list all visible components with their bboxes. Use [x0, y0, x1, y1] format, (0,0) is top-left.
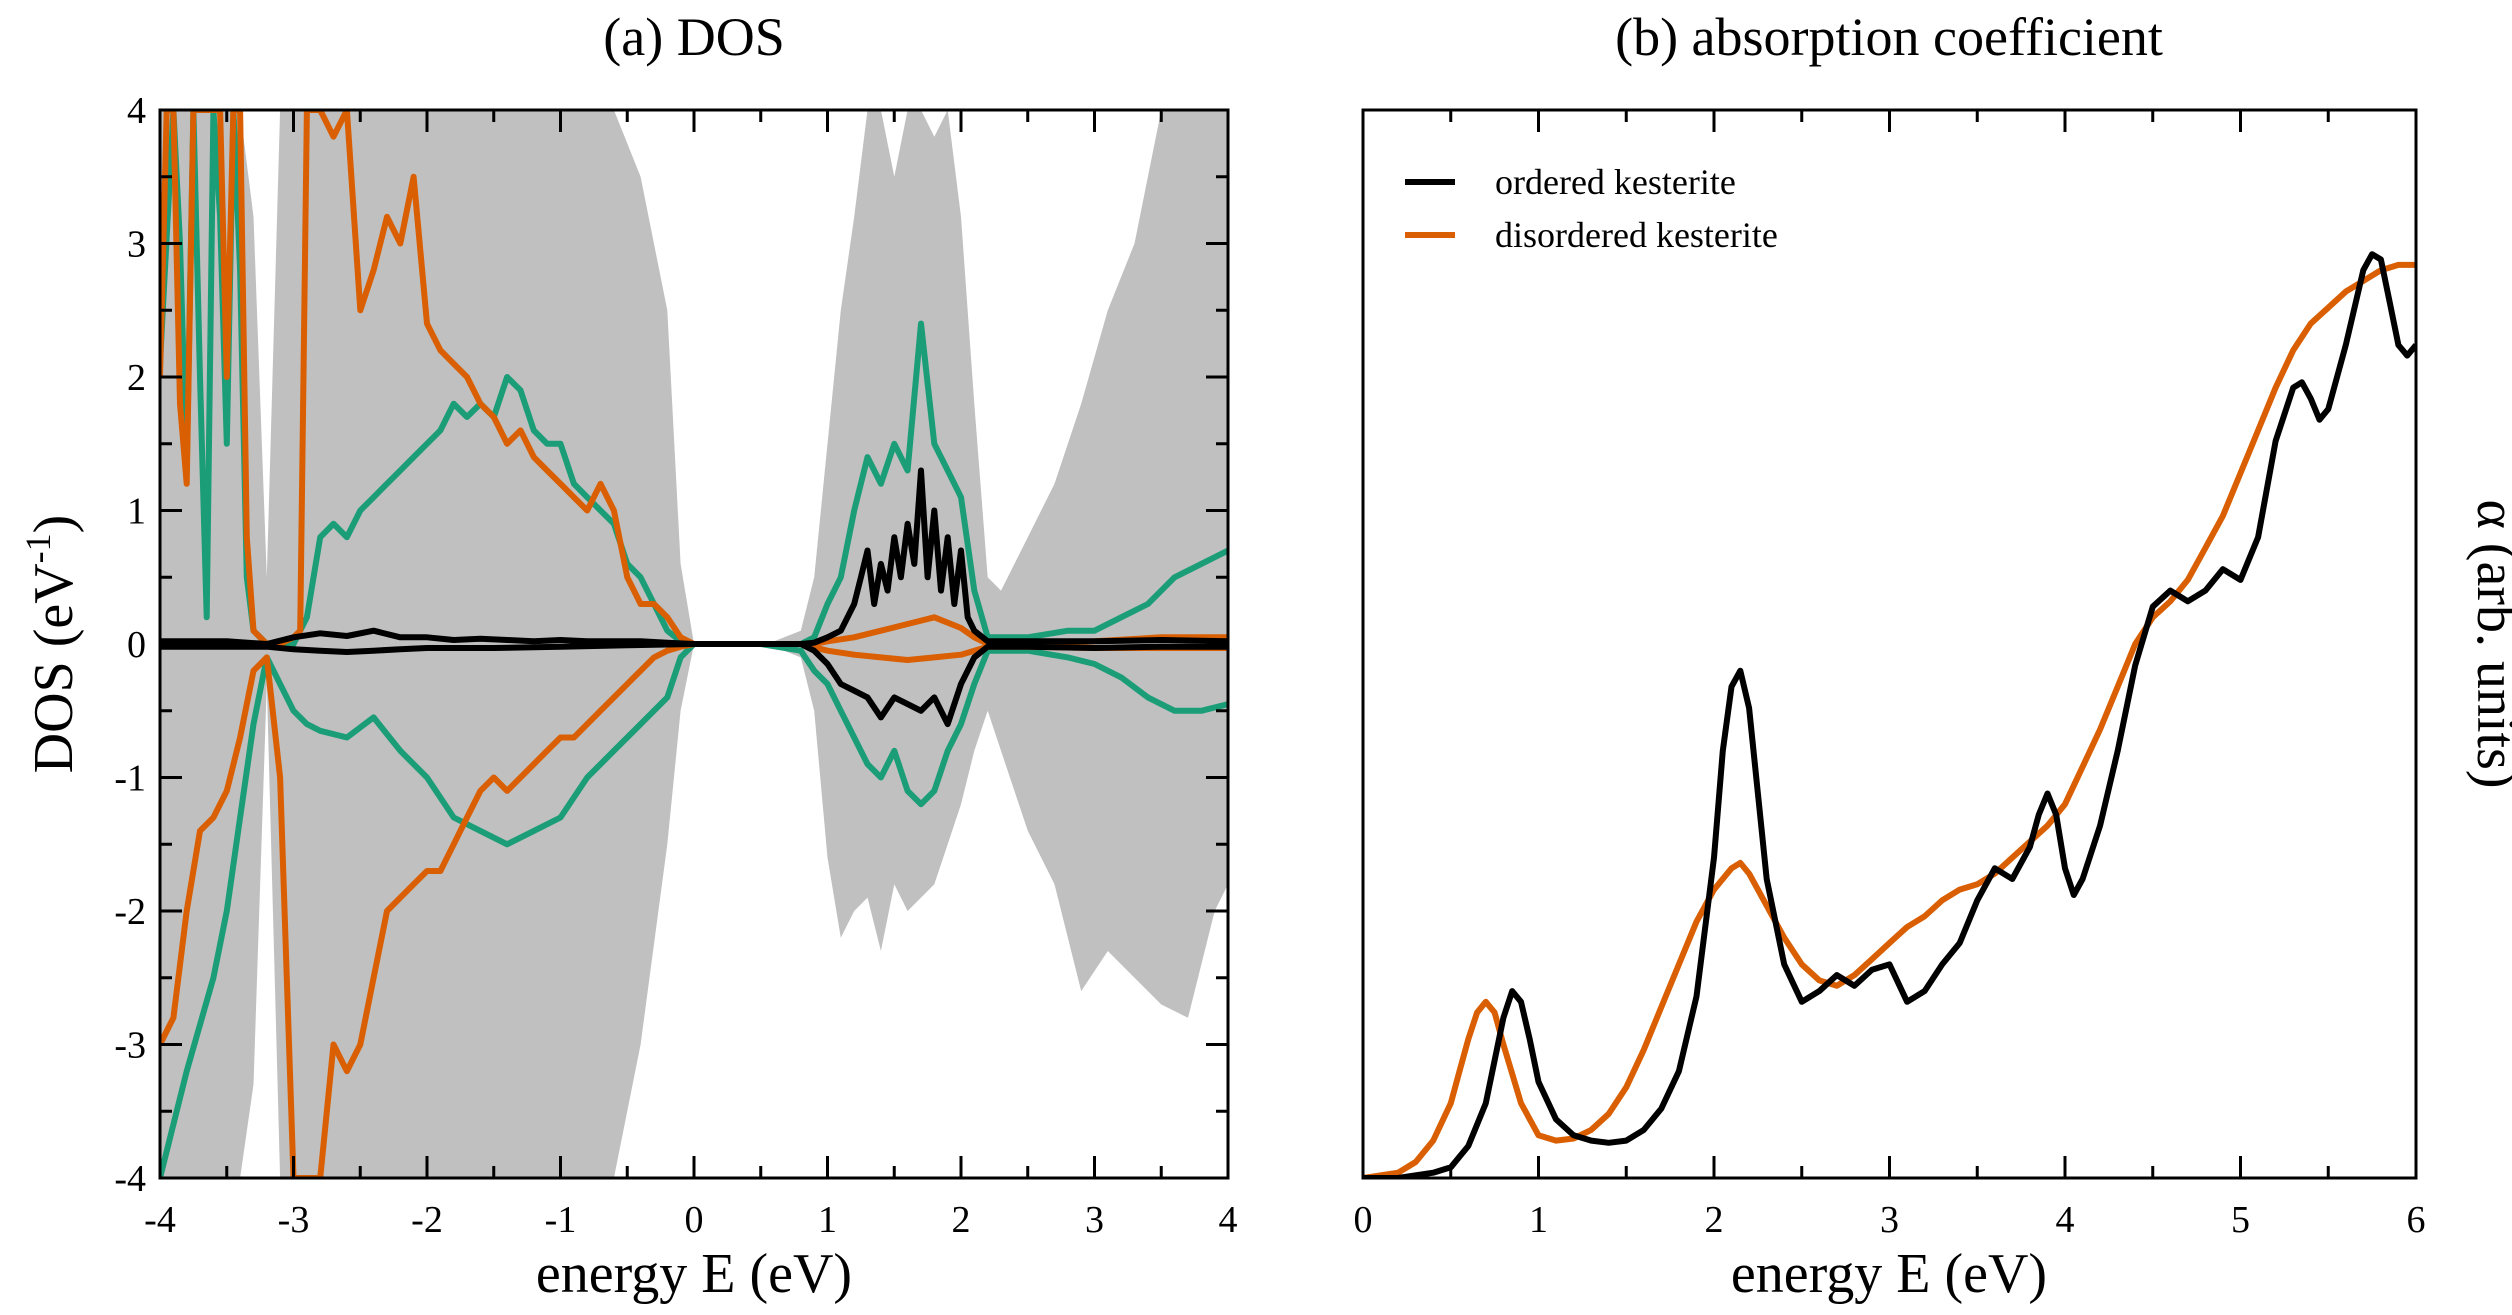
panel-a-ticks: -4 -3 -2 -1 0 1 2 3 4 -4 -3 -2 -1 0 1 2 3 4	[114, 90, 1237, 1241]
absorption-lines-layer	[1363, 251, 2416, 1178]
a-xtick-label: 1	[818, 1199, 837, 1241]
b-xtick-label: 4	[2056, 1199, 2075, 1241]
a-ytick-label: 3	[127, 224, 146, 266]
dos-lines-layer	[160, 110, 1228, 1178]
a-ytick-label: 1	[127, 491, 146, 533]
panel-a-xlabel: energy E (eV)	[536, 1243, 852, 1305]
legend-label-ordered: ordered kesterite	[1495, 162, 1736, 202]
b-xtick-label: 5	[2231, 1199, 2250, 1241]
dos-line-black-5	[160, 641, 1228, 728]
panel-b-title: (b) absorption coefficient	[1615, 7, 2163, 67]
legend: ordered kesterite disordered kesterite	[1405, 162, 1778, 255]
panel-b-ticks: 0 1 2 3 4 5 6	[1354, 110, 2426, 1241]
a-xtick-label: -1	[545, 1199, 577, 1241]
a-ytick-label: -4	[114, 1158, 146, 1200]
a-xtick-label: 2	[952, 1199, 971, 1241]
b-xtick-label: 6	[2407, 1199, 2426, 1241]
b-xtick-label: 0	[1354, 1199, 1373, 1241]
panel-a-ylabel-sup: -1	[18, 533, 58, 563]
absorption-line-ordered-kesterite	[1363, 251, 2416, 1178]
dos-line-black-4	[160, 467, 1228, 647]
dos-line-orange-3	[160, 641, 1228, 1178]
dos-line-green-1	[160, 641, 1228, 1178]
b-xtick-label: 1	[1529, 1199, 1548, 1241]
a-ytick-label: -2	[114, 891, 146, 933]
panel-a-dos: (a) DOS -4 -3 -2 -1 0 1 2 3 4 -4 -3 -2 -1 0 1 2 3 4 energ…	[18, 7, 1238, 1305]
b-xtick-label: 2	[1705, 1199, 1724, 1241]
panel-b-ylabel: α (arb. units)	[2465, 499, 2512, 788]
a-xtick-label: -2	[411, 1199, 443, 1241]
dos-line-orange-2	[160, 110, 1228, 647]
a-ytick-label: 2	[127, 357, 146, 399]
panel-a-title: (a) DOS	[603, 7, 784, 67]
a-xtick-label: 0	[685, 1199, 704, 1241]
a-ytick-label: 4	[127, 90, 146, 132]
panel-b-frame	[1361, 108, 2418, 1180]
a-ytick-label: 0	[127, 624, 146, 666]
a-ytick-label: -3	[114, 1025, 146, 1067]
a-xtick-label: -3	[278, 1199, 310, 1241]
a-xtick-label: 4	[1219, 1199, 1238, 1241]
absorption-line-disordered-kesterite	[1363, 261, 2416, 1178]
panel-a-ylabel-close: )	[23, 515, 85, 534]
legend-label-disordered: disordered kesterite	[1495, 215, 1778, 255]
b-xtick-label: 3	[1880, 1199, 1899, 1241]
panel-a-ylabel-main: DOS (eV	[23, 563, 85, 773]
panel-b-absorption: (b) absorption coefficient 0 1 2 3 4 5 6 energ…	[1354, 7, 2512, 1305]
panel-a-ylabel: DOS (eV-1)	[18, 515, 85, 774]
panel-b-xlabel: energy E (eV)	[1731, 1243, 2047, 1305]
a-ytick-label: -1	[114, 758, 146, 800]
a-xtick-label: 3	[1085, 1199, 1104, 1241]
a-xtick-label: -4	[144, 1199, 176, 1241]
